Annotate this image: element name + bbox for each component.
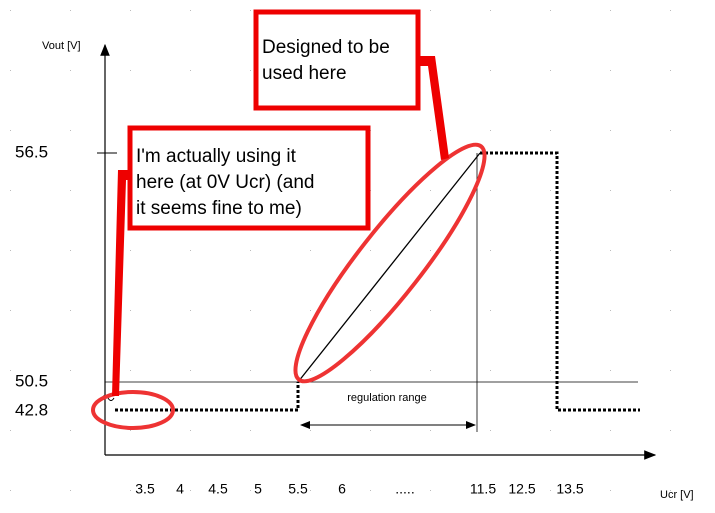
- note-text: Designed to be: [262, 37, 390, 58]
- x-tick-label: 4: [176, 481, 184, 497]
- connector: [418, 56, 449, 160]
- note-box: [127, 125, 371, 231]
- curve-regulation: [297, 152, 481, 383]
- x-tick-label: 12.5: [508, 481, 535, 497]
- note-text: used here: [262, 63, 347, 84]
- x-tick-label: 4.5: [208, 481, 228, 497]
- note-text: here (at 0V Ucr) (and: [136, 172, 314, 193]
- note-text: I'm actually using it: [136, 146, 297, 167]
- y-tick-label: 50.5: [15, 371, 48, 390]
- x-tick-label: 13.5: [556, 481, 583, 497]
- note-box: [253, 9, 421, 111]
- y-axis-label: Vout [V]: [42, 40, 81, 52]
- x-axis-label: Ucr [V]: [660, 489, 694, 501]
- x-tick-label: 3.5: [135, 481, 155, 497]
- note-text: it seems fine to me): [136, 198, 302, 219]
- curve-low: [115, 382, 300, 412]
- y-tick-label: 56.5: [15, 142, 48, 161]
- y-tick-label: 42.8: [15, 400, 48, 419]
- range-label: regulation range: [347, 392, 427, 404]
- x-tick-label: .....: [395, 481, 414, 497]
- x-tick-label: 5: [254, 481, 262, 497]
- x-tick-label: 11.5: [470, 481, 496, 497]
- x-tick-label: 6: [338, 481, 346, 497]
- connector: [112, 170, 132, 396]
- highlight-ellipse: [293, 142, 487, 384]
- highlight-ellipse: [91, 390, 175, 430]
- curve-high: [480, 151, 640, 412]
- x-tick-label: 5.5: [288, 481, 308, 497]
